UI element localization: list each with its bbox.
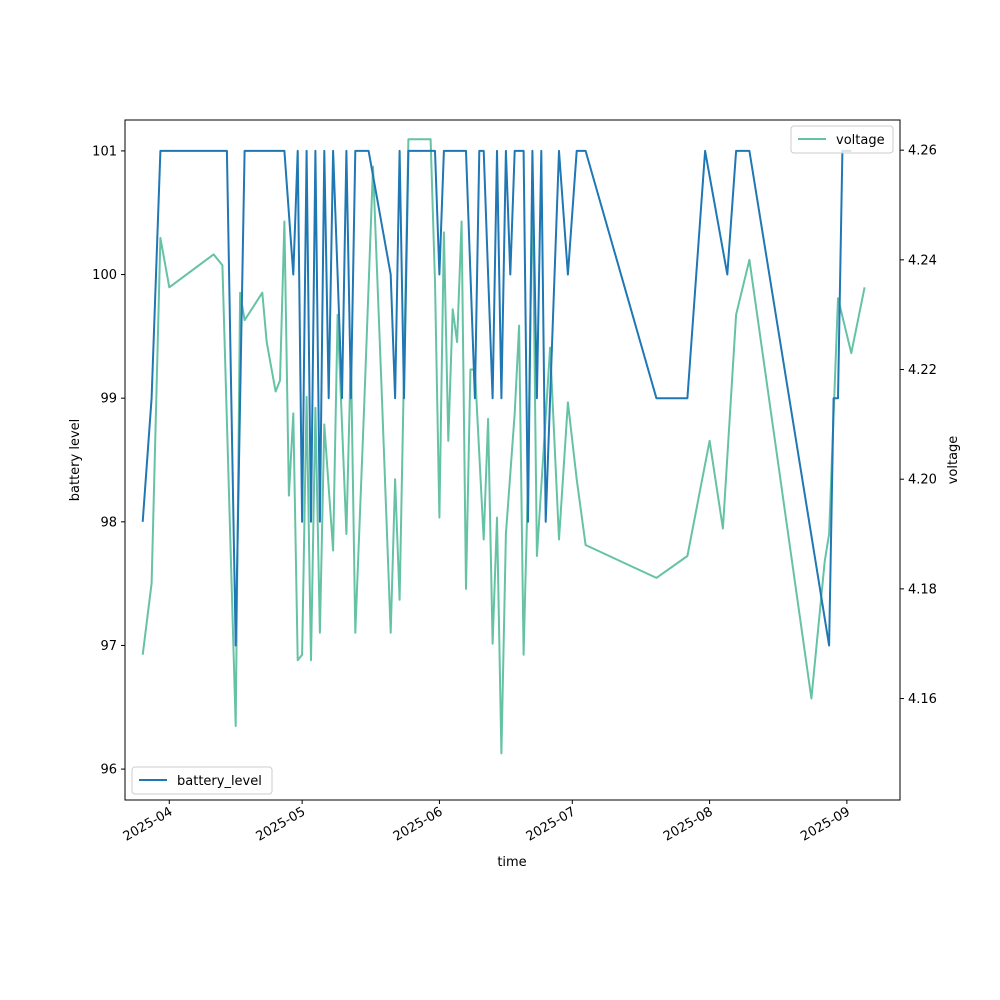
y2-tick-label: 4.16 [908, 692, 937, 707]
legend-battery: battery_level [131, 766, 273, 795]
plot-area [141, 138, 866, 755]
legend-voltage-label: voltage [836, 133, 885, 148]
y-tick-label: 97 [100, 639, 117, 654]
y-tick-label: 99 [100, 392, 117, 407]
plot-frame [124, 119, 901, 801]
y-tick-label: 101 [92, 144, 117, 159]
y-tick-label: 98 [100, 515, 117, 530]
legend-battery-box [131, 766, 273, 795]
y2-axis-title: voltage [946, 436, 961, 485]
y2-tick-label: 4.20 [908, 473, 937, 488]
x-axis-title: time [497, 855, 526, 870]
y-tick-label: 96 [100, 763, 117, 778]
legend-voltage-box [790, 125, 894, 154]
y2-tick-label: 4.22 [908, 363, 937, 378]
y-axis-title: battery level [68, 419, 83, 502]
y-tick-label: 100 [92, 268, 117, 283]
voltage-line [141, 138, 866, 755]
battery_level-line [141, 149, 852, 647]
legend-battery-label: battery_level [177, 774, 262, 789]
y2-tick-label: 4.18 [908, 582, 937, 597]
y2-tick-label: 4.24 [908, 253, 937, 268]
y2-tick-label: 4.26 [908, 144, 937, 159]
legend-voltage: voltage [790, 125, 894, 154]
